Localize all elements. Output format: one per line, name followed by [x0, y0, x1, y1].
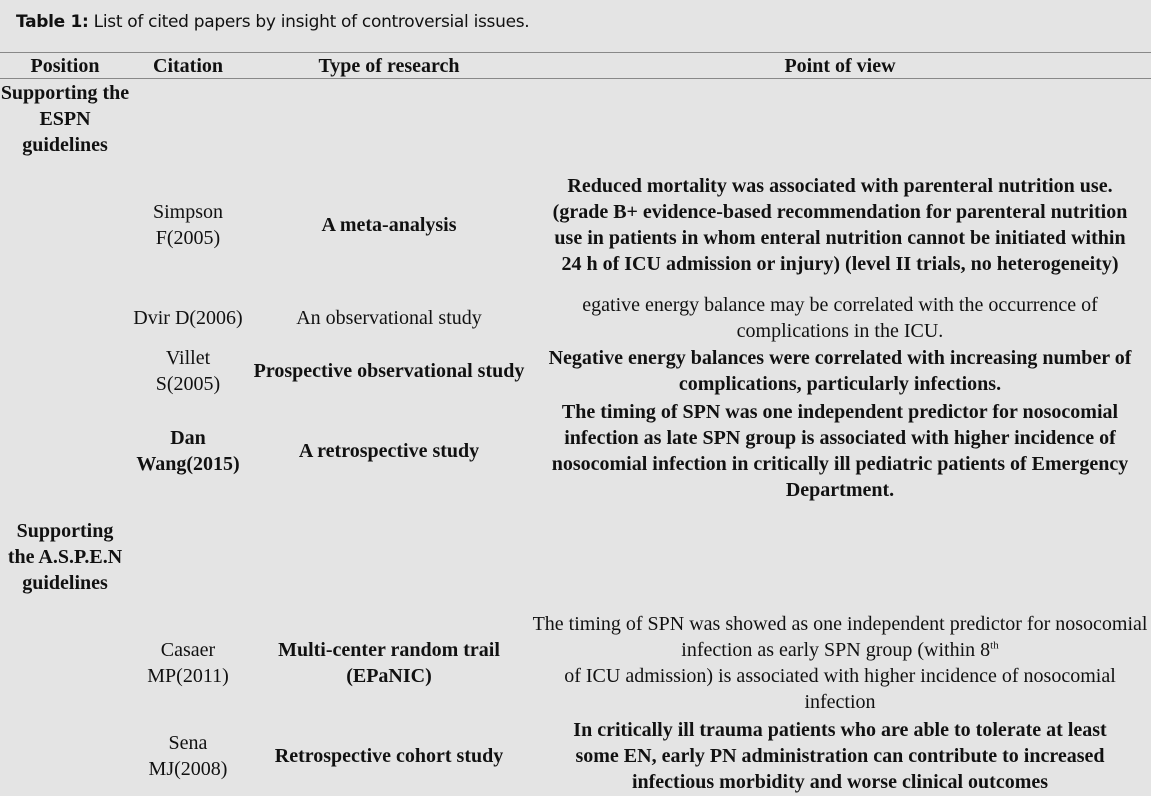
- table-caption: Table 1: List of cited papers by insight…: [16, 12, 530, 32]
- table-header-rule: [0, 78, 1151, 79]
- research-type: Prospective observational study: [253, 360, 525, 382]
- group-position: Supporting the ESPN guidelines: [0, 82, 130, 156]
- caption-label: Table 1:: [16, 12, 89, 32]
- point-of-view: Negative energy balances were correlated…: [548, 347, 1132, 395]
- research-type: A meta-analysis: [321, 213, 457, 236]
- header-citation: Citation: [153, 54, 223, 77]
- citation: Dvir D(2006): [133, 306, 243, 329]
- table-row: Dan Wang(2015) A retrospective study The…: [0, 398, 1151, 503]
- research-type: A retrospective study: [298, 439, 480, 462]
- table-row: Casaer MP(2011) Multi-center random trai…: [0, 610, 1151, 715]
- citation: Dan Wang(2015): [136, 426, 240, 475]
- table-row: Simpson F(2005) A meta-analysis Reduced …: [0, 159, 1151, 290]
- point-of-view: The timing of SPN was showed as one inde…: [532, 610, 1148, 715]
- point-of-view: egative energy balance may be correlated…: [582, 293, 1098, 342]
- group-position: Supporting the A.S.P.E.N guidelines: [7, 520, 123, 594]
- research-type: An observational study: [296, 306, 482, 329]
- caption-text: List of cited papers by insight of contr…: [88, 12, 530, 32]
- research-type: Retrospective cohort study: [274, 745, 504, 767]
- point-of-view-text: The timing of SPN was showed as one inde…: [532, 612, 1148, 661]
- group-row: Supporting the ESPN guidelines: [0, 80, 1151, 158]
- table-header-row: Position Citation Type of research Point…: [0, 53, 1151, 78]
- table-row: Dvir D(2006) An observational study egat…: [0, 291, 1151, 344]
- table-top-rule: [0, 52, 1151, 53]
- header-point-of-view: Point of view: [784, 54, 896, 77]
- superscript: th: [990, 638, 999, 651]
- point-of-view: In critically ill trauma patients who ar…: [573, 719, 1107, 793]
- citation: Sena MJ(2008): [148, 732, 228, 780]
- point-of-view: The timing of SPN was one independent pr…: [551, 400, 1129, 501]
- header-position: Position: [30, 54, 100, 77]
- citation: Casaer MP(2011): [147, 638, 229, 687]
- citation: Villet S(2005): [155, 347, 221, 395]
- group-row: Supporting the A.S.P.E.N guidelines: [0, 505, 1151, 609]
- point-of-view-text: of ICU admission) is associated with hig…: [564, 664, 1116, 713]
- table-row: Sena MJ(2008) Retrospective cohort study…: [0, 716, 1151, 796]
- point-of-view: Reduced mortality was associated with pa…: [552, 174, 1128, 275]
- header-type: Type of research: [318, 54, 460, 77]
- table-row: Villet S(2005) Prospective observational…: [0, 345, 1151, 397]
- research-type: Multi-center random trail (EPaNIC): [278, 638, 500, 687]
- citation: Simpson F(2005): [152, 200, 224, 249]
